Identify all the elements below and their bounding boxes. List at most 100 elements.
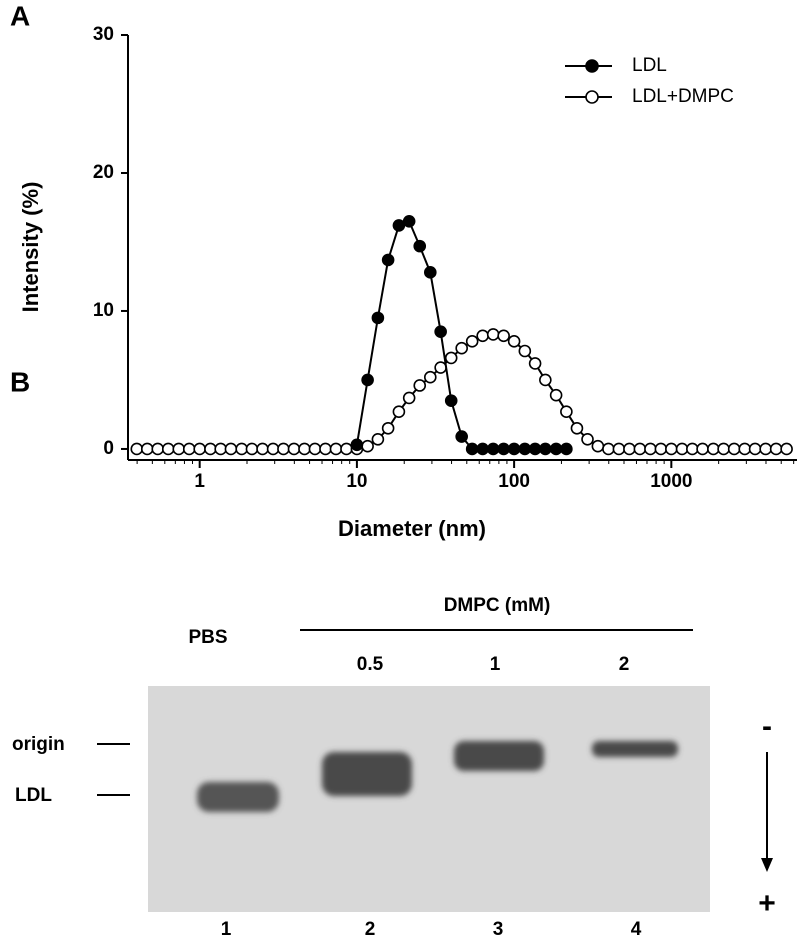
band-label: LDL: [15, 785, 52, 806]
marker: [486, 442, 500, 456]
lane-treatment: 1: [490, 654, 501, 675]
marker: [623, 442, 636, 456]
legend-label: LDL+DMPC: [632, 86, 734, 107]
polarity-label: +: [758, 887, 776, 920]
band: [197, 782, 279, 812]
marker: [381, 421, 395, 435]
marker: [549, 388, 563, 402]
marker: [497, 442, 510, 456]
marker: [361, 373, 374, 387]
marker: [319, 442, 332, 456]
marker: [235, 442, 248, 456]
marker: [560, 442, 573, 456]
band: [592, 741, 678, 757]
band-label: origin: [12, 734, 65, 755]
marker: [539, 373, 552, 387]
marker: [151, 442, 165, 456]
marker: [204, 442, 217, 456]
marker: [727, 442, 741, 456]
legend-marker: [585, 90, 599, 104]
marker: [371, 433, 385, 446]
marker: [518, 442, 532, 456]
marker: [476, 329, 489, 343]
marker: [455, 430, 468, 443]
marker: [444, 351, 458, 365]
marker: [581, 433, 594, 446]
marker: [381, 253, 395, 267]
marker: [507, 335, 521, 348]
marker: [434, 325, 447, 338]
marker: [413, 379, 427, 392]
marker: [214, 442, 227, 456]
y-axis-label: Intensity (%): [18, 182, 43, 313]
marker: [130, 442, 144, 456]
marker: [245, 442, 259, 456]
marker: [361, 439, 374, 453]
marker: [350, 438, 364, 452]
marker: [287, 442, 301, 456]
marker: [465, 335, 479, 348]
y-tick-label: 0: [103, 438, 114, 459]
marker: [182, 442, 196, 456]
marker: [266, 442, 280, 456]
marker: [707, 442, 720, 456]
group-label: DMPC (mM): [444, 595, 551, 616]
x-tick-label: 10: [346, 471, 367, 492]
marker: [675, 442, 689, 456]
marker: [402, 214, 416, 228]
marker: [340, 442, 353, 456]
marker: [497, 329, 510, 343]
marker: [256, 442, 269, 456]
marker: [696, 442, 709, 456]
marker: [518, 344, 532, 358]
marker: [392, 219, 406, 232]
marker: [277, 442, 290, 456]
marker: [549, 442, 563, 456]
marker: [507, 442, 521, 456]
marker: [759, 442, 772, 456]
marker: [423, 370, 437, 384]
x-tick-label: 100: [498, 471, 530, 492]
legend-marker: [585, 59, 599, 73]
lane-number: 4: [631, 919, 642, 940]
marker: [371, 311, 385, 325]
marker: [193, 442, 206, 456]
marker: [392, 405, 406, 419]
marker: [140, 442, 154, 456]
marker: [444, 394, 458, 407]
marker: [686, 442, 699, 456]
marker: [161, 442, 175, 456]
panel-label: B: [10, 366, 30, 397]
band: [322, 752, 412, 796]
lane-number: 1: [221, 919, 232, 940]
marker: [172, 442, 186, 456]
lane-treatment: PBS: [188, 627, 227, 648]
marker: [298, 442, 311, 456]
lane-treatment: 2: [619, 654, 630, 675]
marker: [434, 361, 447, 374]
marker: [224, 442, 238, 456]
marker: [486, 328, 500, 341]
marker: [308, 442, 322, 456]
marker: [476, 442, 489, 456]
marker: [413, 239, 427, 253]
lane-number: 3: [493, 919, 504, 940]
y-tick-label: 30: [93, 24, 114, 45]
x-tick-label: 1000: [650, 471, 692, 492]
gel-panel: DMPC (mM) PBS 0.5 1 2 origin LDL - + 1 2…: [12, 595, 776, 940]
lane-treatment: 0.5: [357, 654, 384, 675]
marker: [455, 341, 468, 355]
marker: [539, 442, 552, 456]
marker: [612, 442, 626, 456]
plot-area: 0 10 20 30 1 10 100 1000 LDL LDL+DMPC: [93, 24, 797, 492]
marker: [748, 442, 762, 456]
marker: [591, 439, 605, 453]
marker: [560, 405, 573, 419]
marker: [769, 442, 783, 456]
arrow-head: [761, 858, 773, 872]
marker: [570, 421, 584, 435]
y-tick-label: 20: [93, 162, 114, 183]
legend-label: LDL: [632, 55, 667, 76]
marker: [602, 442, 615, 456]
